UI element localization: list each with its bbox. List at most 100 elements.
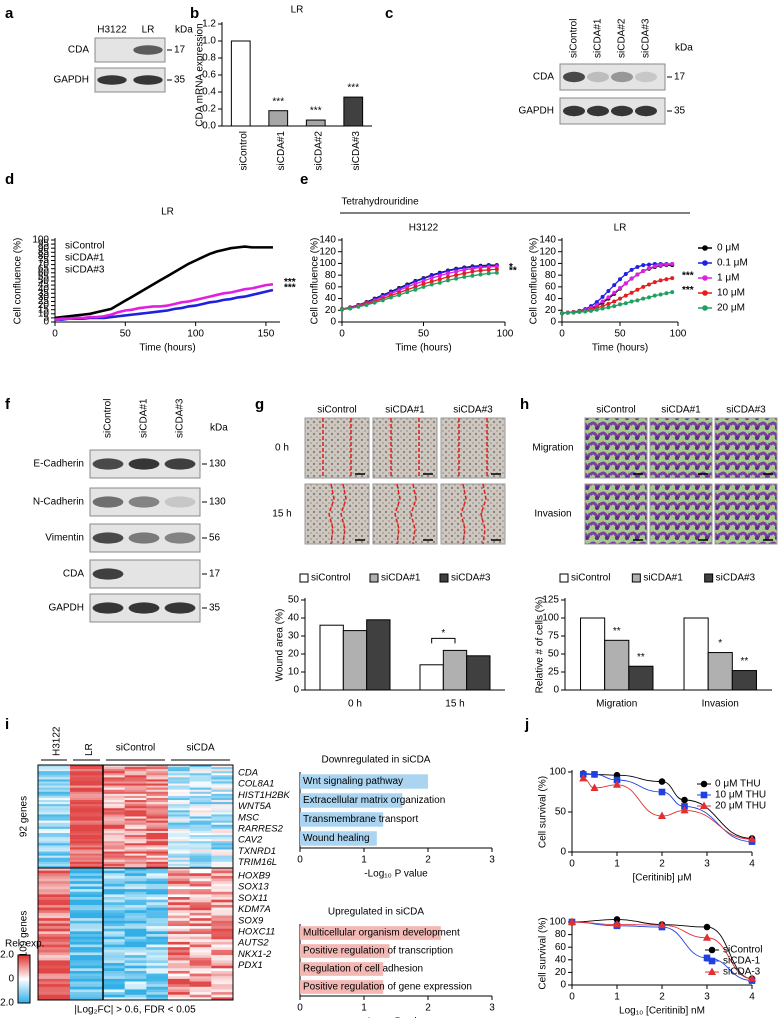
heatmap-cell — [146, 936, 169, 940]
y-axis-label: Cell survival (%) — [538, 776, 549, 848]
heatmap-cell — [124, 865, 147, 869]
significance-label: ** — [741, 656, 749, 667]
heatmap-cell — [189, 802, 212, 805]
heatmap-cell — [168, 808, 190, 811]
heatmap-cell — [211, 902, 234, 906]
heatmap-cell — [70, 775, 104, 778]
column-label: H3122 — [52, 726, 63, 756]
marker — [445, 274, 450, 279]
heatmap-cell — [168, 976, 190, 980]
y-tick-label: 20 — [545, 305, 557, 316]
heatmap-cell — [146, 849, 169, 852]
heatmap-cell — [211, 897, 234, 900]
heatmap-cell — [38, 936, 71, 940]
kda-label: 17 — [674, 72, 686, 83]
heatmap-cell — [168, 878, 190, 882]
marker — [618, 286, 622, 291]
heatmap-cell — [70, 870, 104, 874]
y-tick-label: 40 — [38, 284, 50, 295]
marker — [606, 288, 611, 293]
heatmap-cell — [211, 963, 234, 966]
heatmap-cell — [189, 868, 212, 871]
heatmap-cell — [70, 849, 104, 852]
heatmap-cell — [103, 920, 125, 924]
y-tick-label: 10 — [38, 308, 50, 319]
heatmap-cell — [70, 989, 104, 993]
heatmap-cell — [146, 928, 169, 932]
heatmap-cell — [103, 845, 125, 848]
heatmap-cell — [103, 781, 125, 784]
heatmap-cell — [70, 897, 104, 900]
heatmap-cell — [70, 915, 104, 919]
bar — [230, 40, 251, 127]
legend-label: siCDA#3 — [716, 573, 756, 584]
marker — [356, 304, 361, 309]
heatmap-cell — [124, 839, 147, 842]
heatmap-cell — [146, 832, 169, 836]
heatmap-cell — [146, 769, 169, 772]
heatmap-cell — [211, 779, 234, 782]
heatmap-cell — [38, 800, 71, 803]
heatmap-cell — [168, 802, 190, 805]
unit-label: kDa — [210, 423, 228, 434]
heatmap-cell — [70, 883, 104, 887]
heatmap-cell — [211, 978, 234, 982]
marker — [629, 290, 634, 295]
heatmap-cell — [189, 928, 212, 932]
marker — [478, 265, 483, 270]
heatmap-cell — [146, 868, 169, 871]
bar — [366, 619, 391, 691]
marker — [437, 280, 442, 285]
heatmap-cell — [211, 839, 234, 842]
heatmap-cell — [103, 837, 125, 840]
heatmap-cell — [38, 997, 71, 1001]
heatmap-cell — [124, 886, 147, 890]
heatmap-cell — [168, 769, 190, 772]
heatmap-cell — [103, 849, 125, 852]
heatmap-cell — [103, 986, 125, 990]
heatmap-cell — [146, 841, 169, 844]
marker — [454, 273, 459, 278]
heatmap-cell — [211, 863, 234, 867]
heatmap-cell — [211, 883, 234, 887]
legend-label: 10 μM THU — [715, 790, 766, 801]
lane-label: siCDA#1 — [139, 398, 150, 438]
heatmap-cell — [146, 837, 169, 840]
scale-title: Rel. exp. — [5, 939, 44, 950]
heatmap-cell — [124, 984, 147, 988]
heatmap-cell — [70, 843, 104, 846]
x-tick-label: 3 — [489, 1003, 495, 1014]
y-tick-label: 85 — [38, 247, 50, 258]
y-tick-label: 0.2 — [202, 104, 216, 115]
marker — [445, 271, 450, 276]
legend-label: 20 μM — [717, 303, 745, 314]
marker — [623, 281, 628, 286]
y-axis-label: Cell confluence (%) — [310, 238, 321, 325]
heatmap-cell — [124, 955, 147, 959]
heatmap-cell — [70, 810, 104, 813]
heatmap-cell — [38, 881, 71, 885]
heatmap-cell — [189, 810, 212, 813]
heatmap-cell — [168, 984, 190, 988]
heatmap-cell — [168, 873, 190, 877]
heatmap-cell — [124, 894, 147, 898]
legend-swatch — [559, 573, 569, 583]
heatmap-cell — [103, 791, 125, 795]
y-tick-label: 5 — [43, 313, 49, 324]
protein-label: N-Cadherin — [33, 497, 84, 508]
heatmap-cell — [168, 775, 190, 778]
heatmap-cell — [211, 920, 234, 924]
heatmap-cell — [38, 791, 71, 795]
marker — [470, 269, 475, 274]
panel-letter: e — [300, 171, 308, 188]
heatmap-cell — [38, 883, 71, 887]
heatmap-cell — [38, 949, 71, 953]
heatmap-cell — [103, 883, 125, 887]
heatmap-cell — [38, 973, 71, 977]
heatmap-cell — [146, 904, 169, 908]
heatmap-cell — [103, 775, 125, 778]
lane-label: siCDA#2 — [617, 18, 628, 58]
heatmap-cell — [168, 968, 190, 972]
heatmap-cell — [38, 837, 71, 840]
heatmap-cell — [38, 855, 71, 858]
